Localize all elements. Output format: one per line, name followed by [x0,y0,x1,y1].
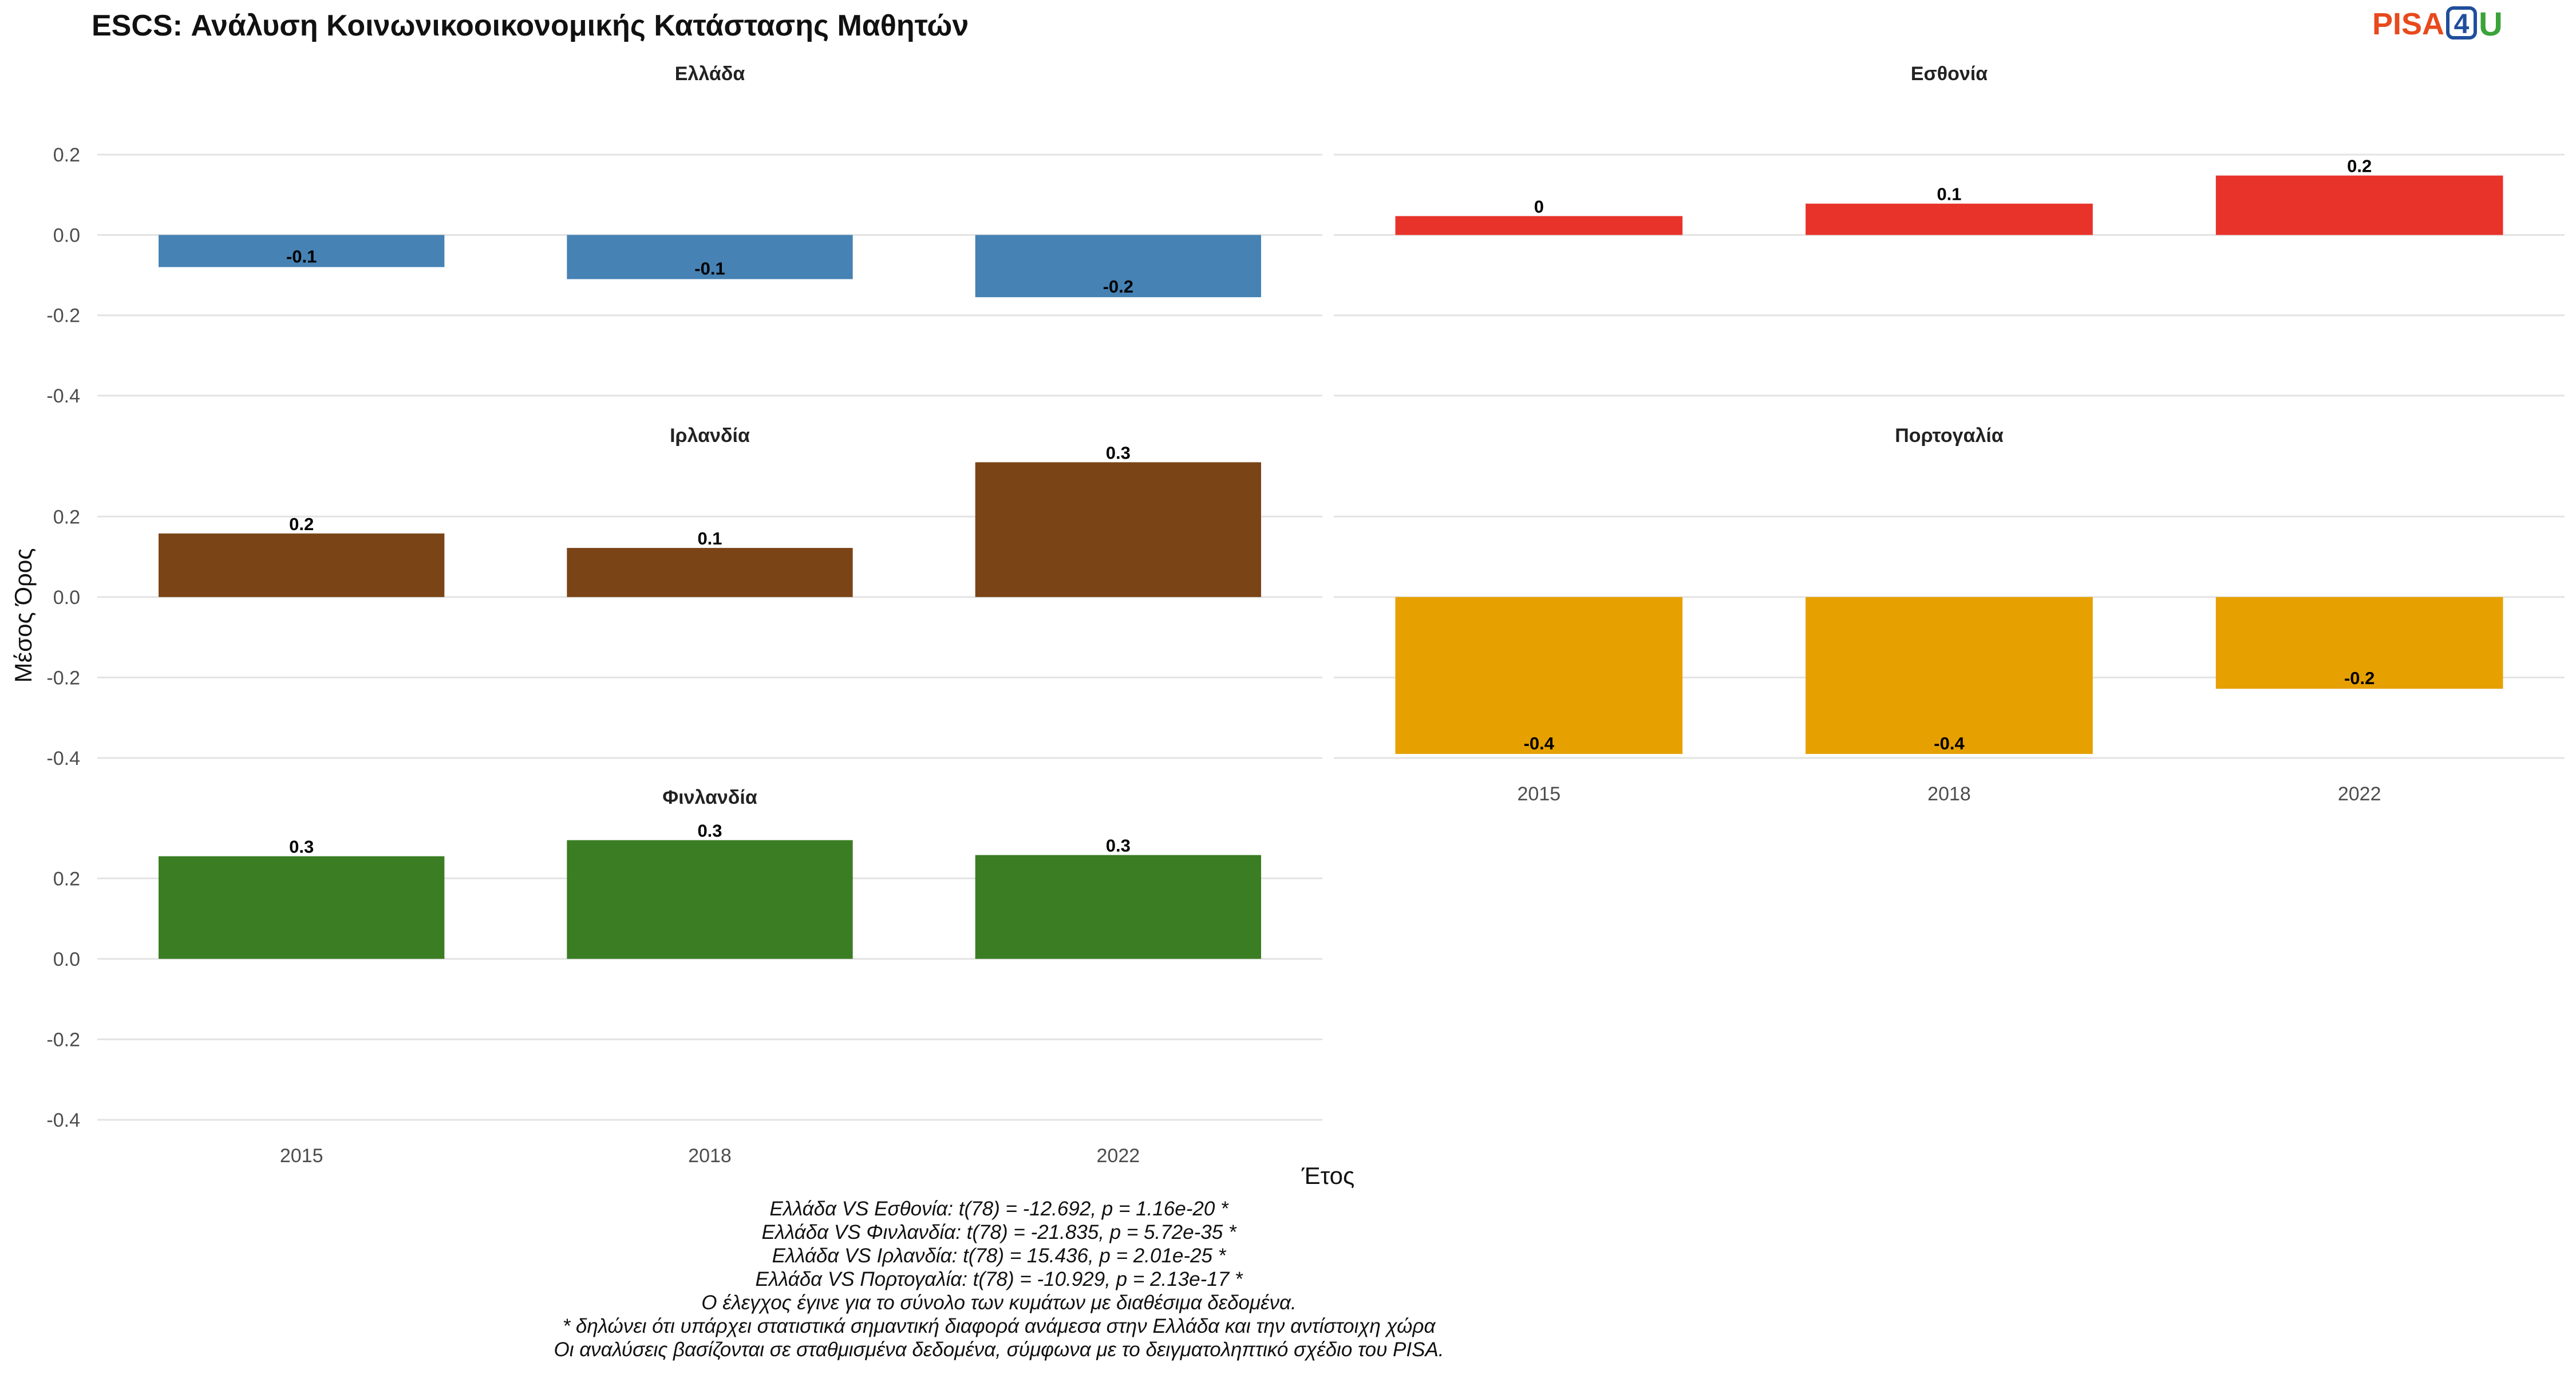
logo-text-4: 4 [2454,9,2470,40]
caption-line: Οι αναλύσεις βασίζονται σε σταθμισμένα δ… [554,1339,1444,1361]
logo-text-pisa: PISA [2372,7,2444,41]
bar-value-label: -0.2 [2344,668,2374,688]
caption-line: Ελλάδα VS Εσθονία: t(78) = -12.692, p = … [769,1198,1229,1220]
bar-value-label: -0.1 [286,247,317,267]
bar-value-label: 0.1 [697,528,722,548]
bar [159,856,445,959]
facet-panel-4: Πορτογαλία -0.4 -0.4 -0.2 2015 2018 2022 [1334,425,2565,805]
bar [567,840,853,959]
bar [2215,175,2503,235]
logo-text-u: U [2479,6,2503,43]
y-tick-label: 0.0 [53,224,80,246]
bar-value-label: -0.4 [1934,733,1965,753]
bar-value-label: 0.3 [289,837,314,857]
facet-title: Ελλάδα [675,63,745,85]
y-tick-label: -0.4 [46,748,80,769]
facet-panel-3: Ιρλανδία 0.2 0.0 -0.2 -0.4 0.2 0.1 0.3 [46,425,1322,769]
bar [1395,216,1683,235]
bar-value-label: -0.2 [1103,277,1133,297]
y-tick-label: -0.2 [46,1029,80,1051]
facet-panels: Ελλάδα 0.2 0.0 -0.2 -0.4 -0.1 -0.1 -0.2 Εσθονία 0… [46,63,2565,1167]
bar [1395,597,1683,754]
bar [567,235,853,279]
logo-box [2446,6,2477,40]
y-tick-label: 0.0 [53,949,80,970]
x-tick-label: 2022 [1097,1145,1140,1167]
x-tick-label: 2015 [1518,783,1561,805]
y-tick-label: -0.4 [46,385,80,407]
bar [1805,203,2093,235]
facet-panel-1: Ελλάδα 0.2 0.0 -0.2 -0.4 -0.1 -0.1 -0.2 [46,63,1322,407]
facet-title: Φινλανδία [662,787,757,808]
pisa4u-logo: PISA 4 U [2372,6,2503,43]
y-tick-label: -0.2 [46,667,80,689]
chart-title: ESCS: Ανάλυση Κοινωνικοοικονομικής Κατάσ… [92,9,969,42]
y-tick-label: -0.4 [46,1110,80,1131]
bar-value-label: 0.2 [289,514,314,534]
y-axis-label: Μέσος Όρος [10,548,37,683]
y-tick-label: -0.2 [46,305,80,327]
bar-value-label: 0.1 [1937,184,1961,204]
caption-line: Ελλάδα VS Πορτογαλία: t(78) = -10.929, p… [755,1268,1243,1290]
x-tick-label: 2015 [280,1145,323,1167]
bar [1805,597,2093,754]
bar-value-label: 0 [1534,196,1544,216]
y-tick-label: 0.2 [53,144,80,166]
bar-value-label: -0.1 [694,259,725,279]
y-tick-label: 0.2 [53,506,80,528]
bar [975,462,1261,597]
bar [567,548,853,597]
bar-value-label: 0.3 [697,821,722,841]
facet-title: Ιρλανδία [670,425,750,447]
bar [159,533,445,597]
bar-value-label: 0.3 [1106,443,1131,463]
facet-title: Πορτογαλία [1895,425,2004,447]
caption-line: Ο έλεγχος έγινε για το σύνολο των κυμάτω… [701,1292,1297,1314]
bar [975,855,1261,959]
facet-title: Εσθονία [1911,63,1988,85]
caption-line: Ελλάδα VS Ιρλανδία: t(78) = 15.436, p = … [772,1245,1227,1267]
bar-value-label: 0.2 [2347,156,2372,176]
caption-line: * δηλώνει ότι υπάρχει στατιστικά σημαντι… [563,1315,1436,1337]
y-tick-label: 0.0 [53,587,80,609]
bar [975,235,1261,298]
x-tick-label: 2018 [1927,783,1971,805]
x-axis-label: Έτος [1301,1162,1355,1189]
caption-line: Ελλάδα VS Φινλανδία: t(78) = -21.835, p … [761,1221,1236,1243]
bar [159,235,445,267]
y-tick-label: 0.2 [53,868,80,890]
x-tick-label: 2018 [688,1145,732,1167]
bar-value-label: -0.4 [1524,733,1555,753]
bar-value-label: 0.3 [1106,836,1131,856]
caption: Ελλάδα VS Εσθονία: t(78) = -12.692, p = … [554,1198,1444,1361]
bar [2215,597,2503,689]
x-tick-label: 2022 [2338,783,2381,805]
facet-panel-2: Εσθονία 0 0.1 0.2 [1334,63,2565,397]
facet-panel-5: Φινλανδία 0.2 0.0 -0.2 -0.4 0.3 0.3 0.3 2015 2018… [46,787,1322,1167]
